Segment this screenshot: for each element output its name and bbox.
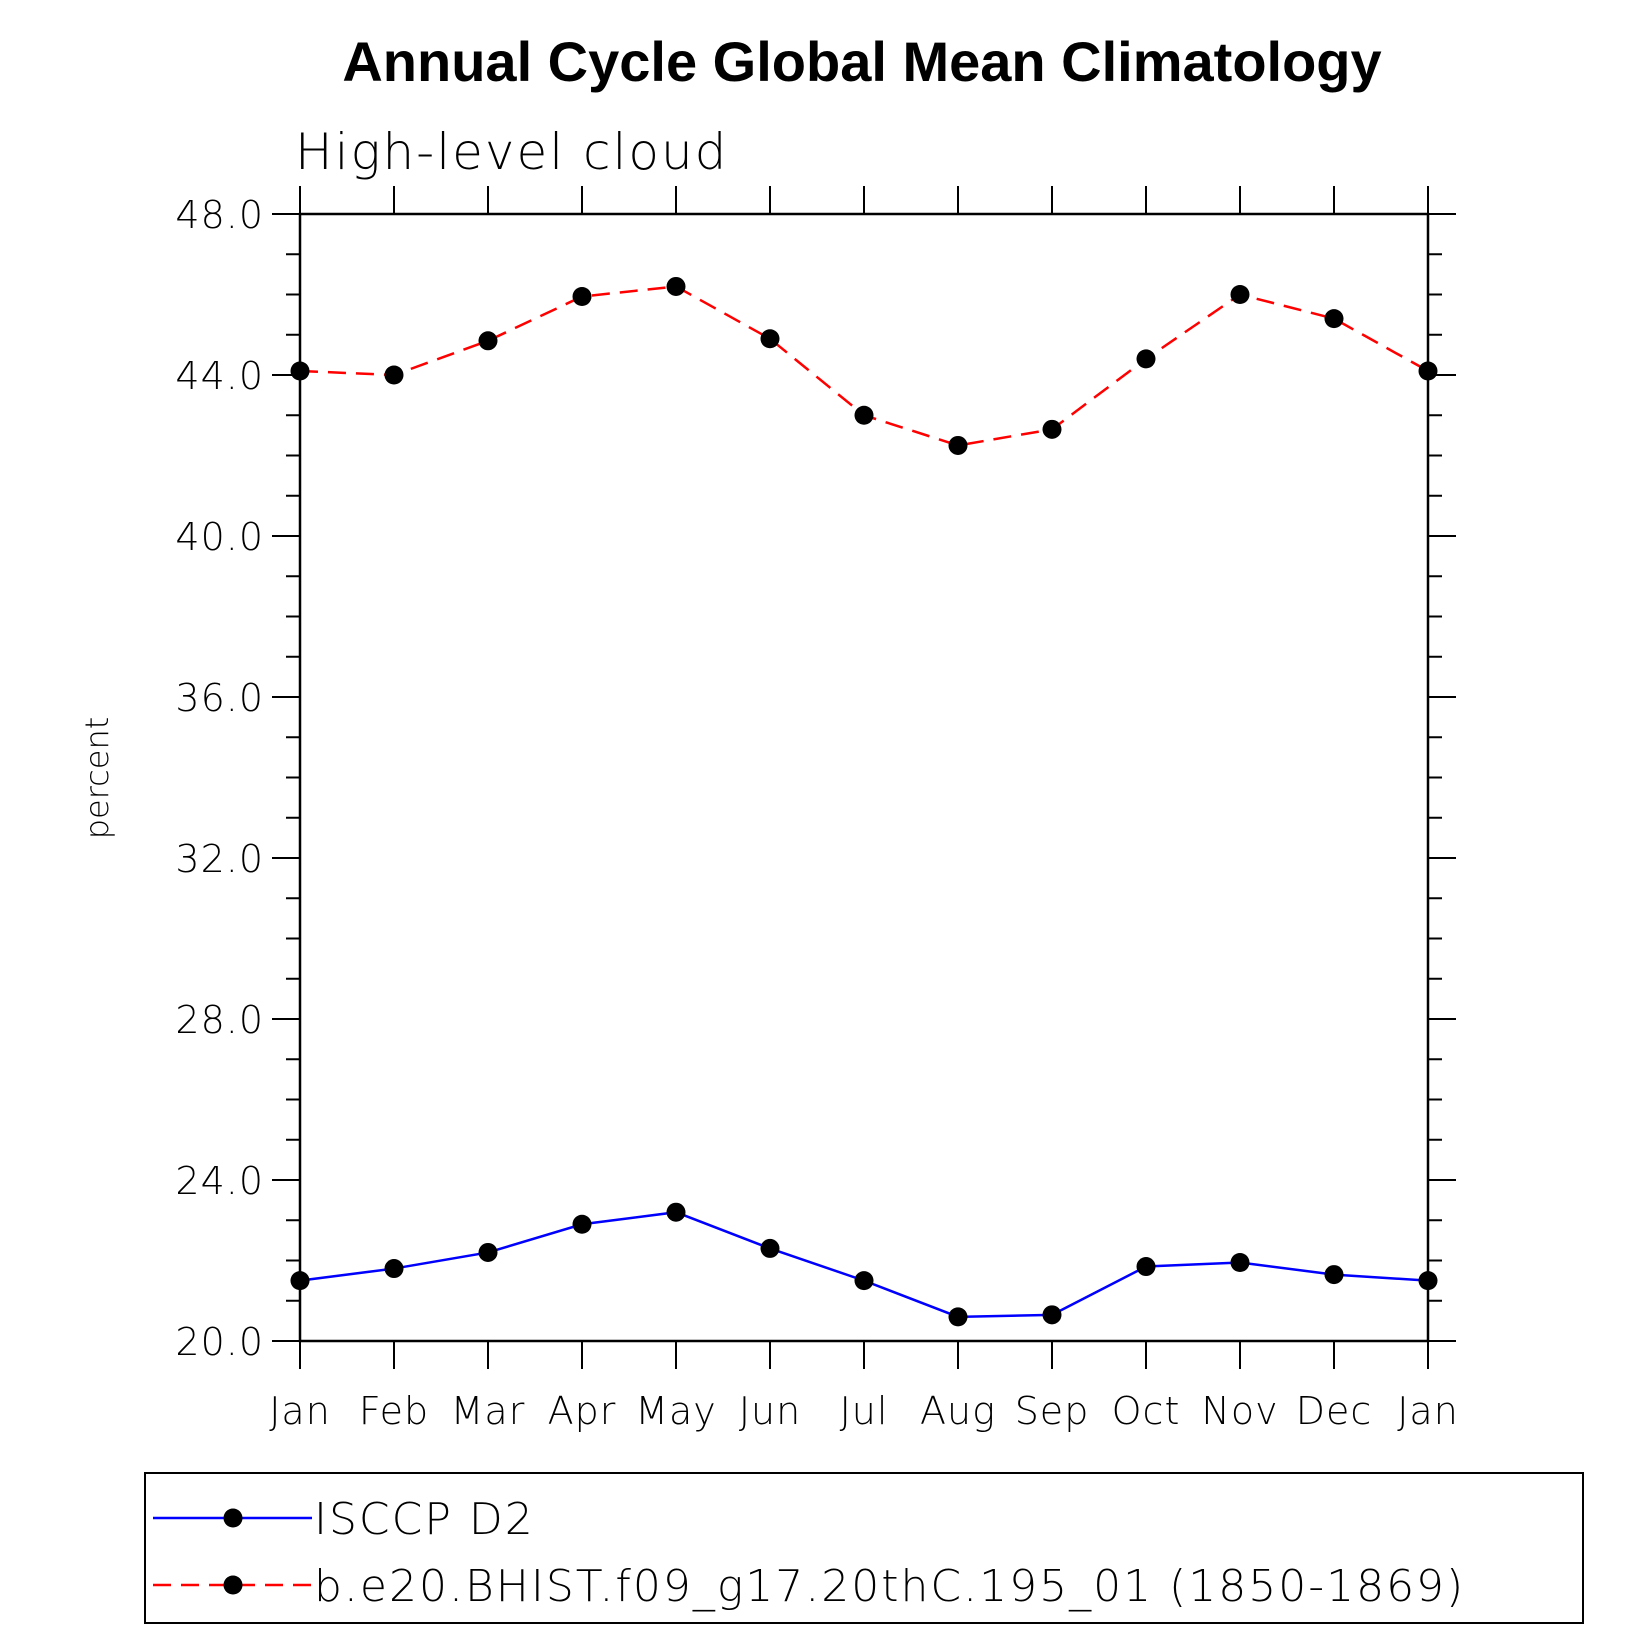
x-tick-label: Jan — [1397, 1389, 1459, 1433]
series-1-point — [760, 1238, 780, 1258]
series-1-point — [854, 1271, 874, 1291]
series-2-point — [666, 276, 686, 296]
series-1-point — [1230, 1253, 1250, 1273]
x-tick-label: Oct — [1112, 1389, 1181, 1433]
x-tick-label: Jun — [739, 1389, 801, 1433]
legend-label: ISCCP D2 — [314, 1494, 535, 1545]
legend-label: b.e20.BHIST.f09_g17.20thC.195_01 (1850-1… — [314, 1561, 1465, 1612]
series-2-point — [1042, 419, 1062, 439]
y-tick-labels: 20.0 24.0 28.0 32.0 36.0 40.0 44.0 48.0 — [175, 193, 264, 1364]
series-2-point — [290, 361, 310, 381]
x-tick-label: Dec — [1296, 1389, 1373, 1433]
series-1-point — [1418, 1271, 1438, 1291]
chart-title: Annual Cycle Global Mean Climatology — [342, 30, 1381, 93]
x-tick-label: Mar — [451, 1389, 526, 1433]
series-2-point — [854, 405, 874, 425]
x-tick-label: Aug — [920, 1389, 996, 1433]
y-axis-title: percent — [78, 717, 116, 840]
x-tick-label: Sep — [1015, 1389, 1090, 1433]
y-tick-label: 20.0 — [175, 1320, 264, 1364]
series-2-point — [948, 435, 968, 455]
x-tick-label: Feb — [359, 1389, 429, 1433]
y-tick-label: 48.0 — [175, 193, 264, 237]
series-1-point — [1042, 1305, 1062, 1325]
y-tick-label: 40.0 — [175, 515, 264, 559]
x-tick-label: Jul — [840, 1389, 889, 1433]
axis-ticks — [272, 186, 1456, 1369]
legend: ISCCP D2 b.e20.BHIST.f09_g17.20thC.195_01… — [153, 1494, 1465, 1612]
x-tick-label: Apr — [548, 1389, 617, 1433]
y-tick-label: 44.0 — [175, 354, 264, 398]
x-tick-label: Jan — [269, 1389, 331, 1433]
y-tick-label: 32.0 — [175, 837, 264, 881]
plot-frame — [298, 212, 1430, 1343]
series-2-point — [478, 331, 498, 351]
legend-box — [144, 1472, 1584, 1624]
series-2-point — [1230, 285, 1250, 304]
series-2-point — [1324, 309, 1344, 329]
legend-swatch-marker — [223, 1575, 243, 1595]
series-1-point — [1324, 1265, 1344, 1285]
y-tick-label: 24.0 — [175, 1159, 264, 1203]
series-1-point — [948, 1307, 968, 1327]
legend-swatch-marker — [223, 1508, 243, 1528]
x-tick-label: May — [635, 1389, 717, 1433]
series-1-point — [1136, 1257, 1156, 1277]
series-line-1 — [299, 1210, 1429, 1319]
series-2-point — [384, 365, 404, 385]
series-layer — [290, 276, 1438, 1327]
series-1-point — [384, 1259, 404, 1279]
x-tick-labels: Jan Feb Mar Apr May Jun Jul Aug Sep Oct Nov Dec Jan — [269, 1389, 1459, 1433]
series-2-point — [1418, 361, 1438, 381]
series-1-point — [290, 1271, 310, 1291]
chart-subtitle: High-level cloud — [295, 123, 728, 181]
series-2-point — [572, 287, 592, 307]
series-2-point — [1136, 349, 1156, 369]
series-2-point — [760, 329, 780, 349]
y-tick-label: 36.0 — [175, 676, 264, 720]
x-tick-label: Nov — [1201, 1389, 1278, 1433]
series-1-point — [666, 1202, 686, 1222]
series-1-point — [572, 1214, 592, 1234]
series-1-point — [478, 1242, 498, 1262]
y-tick-label: 28.0 — [175, 998, 264, 1042]
